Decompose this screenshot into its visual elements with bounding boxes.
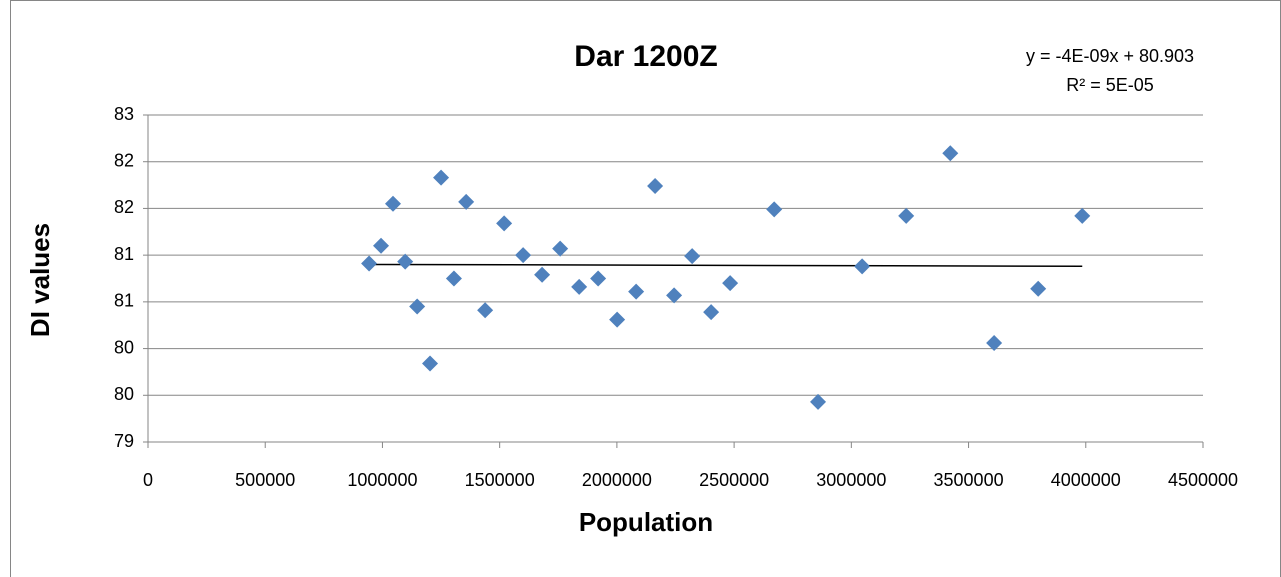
trend-equation: y = -4E-09x + 80.903 bbox=[1026, 46, 1194, 66]
x-tick-label: 500000 bbox=[235, 470, 295, 490]
point bbox=[1030, 280, 1047, 297]
point bbox=[552, 240, 569, 257]
chart-border bbox=[10, 0, 1281, 577]
y-axis-label: DI values bbox=[25, 223, 55, 337]
point bbox=[384, 195, 401, 212]
x-tick-label: 4000000 bbox=[1051, 470, 1121, 490]
chart-title: Dar 1200Z bbox=[574, 40, 717, 73]
point bbox=[986, 334, 1003, 351]
point bbox=[571, 278, 588, 295]
point bbox=[361, 255, 378, 272]
point bbox=[666, 287, 683, 304]
x-tick-label: 1000000 bbox=[347, 470, 417, 490]
point bbox=[647, 178, 664, 195]
point bbox=[684, 248, 701, 265]
y-tick-label: 82 bbox=[114, 150, 134, 170]
point bbox=[534, 266, 551, 283]
point bbox=[703, 304, 720, 321]
point bbox=[942, 145, 959, 162]
point bbox=[422, 355, 439, 372]
point bbox=[854, 258, 871, 275]
point bbox=[1074, 207, 1091, 224]
x-tick-label: 0 bbox=[143, 470, 153, 490]
point bbox=[898, 207, 915, 224]
trend-line bbox=[369, 263, 1083, 268]
point bbox=[609, 311, 626, 328]
point bbox=[766, 201, 783, 218]
point bbox=[445, 270, 462, 287]
y-tick-label: 79 bbox=[114, 431, 134, 451]
y-tick-label: 80 bbox=[114, 384, 134, 404]
point bbox=[628, 283, 645, 300]
x-axis-label: Population bbox=[579, 507, 713, 537]
y-tick-label: 81 bbox=[114, 291, 134, 311]
x-tick-label: 1500000 bbox=[465, 470, 535, 490]
x-tick-label: 4500000 bbox=[1168, 470, 1238, 490]
point bbox=[458, 193, 475, 210]
point bbox=[409, 298, 426, 315]
y-tick-label: 83 bbox=[114, 104, 134, 124]
point bbox=[397, 253, 414, 270]
y-tick-label: 80 bbox=[114, 337, 134, 357]
point bbox=[515, 247, 532, 264]
point bbox=[810, 393, 827, 410]
x-tick-label: 3000000 bbox=[816, 470, 886, 490]
trend-r2: R² = 5E-05 bbox=[1066, 75, 1154, 95]
x-tick-label: 2000000 bbox=[582, 470, 652, 490]
point bbox=[433, 169, 450, 186]
x-tick-label: 3500000 bbox=[934, 470, 1004, 490]
point bbox=[477, 302, 494, 319]
point bbox=[496, 215, 513, 232]
point bbox=[722, 275, 739, 292]
point bbox=[590, 270, 607, 287]
x-tick-label: 2500000 bbox=[699, 470, 769, 490]
y-tick-label: 81 bbox=[114, 244, 134, 264]
point bbox=[373, 237, 390, 254]
y-tick-label: 82 bbox=[114, 197, 134, 217]
